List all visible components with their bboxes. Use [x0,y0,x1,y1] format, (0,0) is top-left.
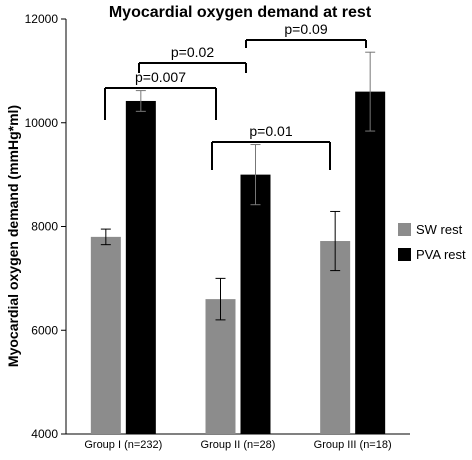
p-value-label: p=0.007 [135,69,186,85]
p-value-label: p=0.09 [284,21,327,37]
bar-sw-rest [320,241,351,434]
p-value-label: p=0.01 [249,123,292,139]
bars-group [90,91,386,435]
x-axis-categories: Group I (n=232) Group II (n=28) Group III … [84,439,391,451]
bar-sw-rest [90,236,121,434]
bar-sw-rest [205,299,236,434]
x-category-label: Group I (n=232) [84,439,162,451]
bar-pva-rest [125,100,156,435]
legend-swatch [398,248,411,261]
legend-swatch [398,223,411,236]
legend: SW rest PVA rest [398,222,466,262]
x-category-label: Group III (n=18) [314,439,392,451]
y-tick-label: 4000 [31,427,58,441]
significance-annotations: p=0.02 p=0.007 p=0.09 p=0.01 [104,21,367,170]
legend-label: SW rest [416,222,463,237]
y-tick-label: 12000 [25,12,59,26]
chart-title: Myocardial oxygen demand at rest [109,4,372,21]
bar-pva-rest [240,174,271,434]
legend-label: PVA rest [416,247,466,262]
x-category-label: Group II (n=28) [201,439,276,451]
y-tick-label: 8000 [31,220,58,234]
y-tick-label: 10000 [25,116,59,130]
bar-pva-rest [355,91,386,434]
p-value-label: p=0.02 [171,44,214,60]
y-tick-label: 6000 [31,323,58,337]
y-axis-label: Myocardial oxygen demand (mmHg*ml) [5,105,21,367]
error-bars-group [100,51,376,321]
y-axis-ticks: 4000 6000 8000 10000 12000 [25,12,66,441]
